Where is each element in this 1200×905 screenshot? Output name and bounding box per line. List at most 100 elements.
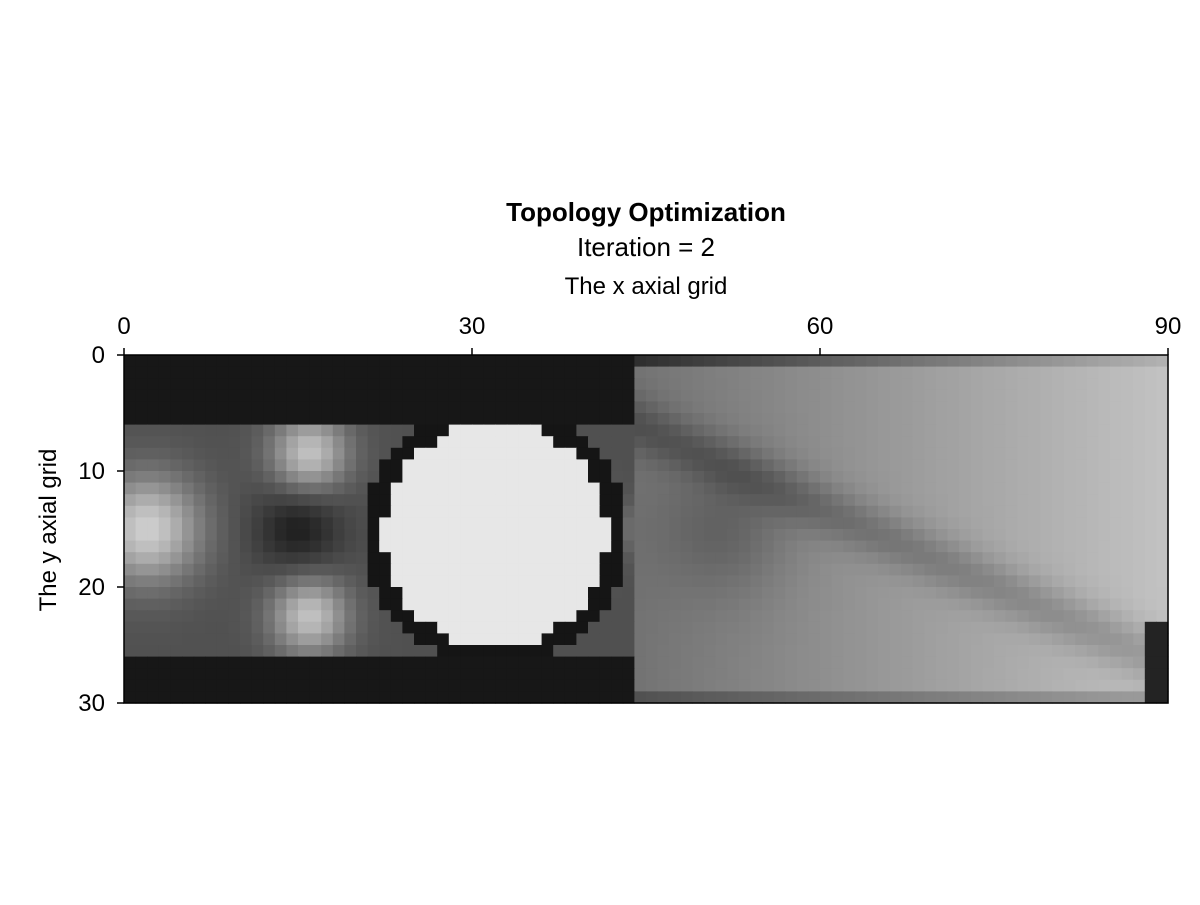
heatmap-cell [982,610,995,623]
heatmap-cell [251,679,264,692]
heatmap-cell [820,610,833,623]
heatmap-cell [924,563,937,576]
heatmap-cell [298,540,311,553]
heatmap-cell [1005,540,1018,553]
heatmap-cell [158,691,171,704]
heatmap-cell [611,621,624,634]
heatmap-cell [657,598,670,611]
heatmap-cell [588,679,601,692]
heatmap-cell [622,563,635,576]
heatmap-cell [750,633,763,646]
heatmap-cell [1086,656,1099,669]
heatmap-cell [332,459,345,472]
heatmap-cell [994,552,1007,565]
heatmap-cell [251,413,264,426]
heatmap-cell [460,471,473,484]
heatmap-cell [1144,645,1157,658]
heatmap-cell [448,633,461,646]
heatmap-cell [124,482,137,495]
heatmap-cell [564,436,577,449]
heatmap-cell [1005,378,1018,391]
heatmap-cell [228,366,241,379]
heatmap-cell [495,447,508,460]
heatmap-cell [889,505,902,518]
heatmap-cell [274,494,287,507]
heatmap-cell [796,482,809,495]
heatmap-cell [970,424,983,437]
heatmap-cell [1028,587,1041,600]
heatmap-cell [1017,563,1030,576]
heatmap-cell [460,668,473,681]
heatmap-cell [912,505,925,518]
heatmap-cell [854,459,867,472]
heatmap-cell [274,366,287,379]
heatmap-cell [704,424,717,437]
heatmap-cell [286,552,299,565]
heatmap-cell [309,679,322,692]
heatmap-cell [820,505,833,518]
heatmap-cell [437,633,450,646]
heatmap-cell [1028,424,1041,437]
heatmap-cell [924,378,937,391]
heatmap-cell [251,494,264,507]
heatmap-cell [831,679,844,692]
heatmap-cell [1063,447,1076,460]
heatmap-cell [182,355,195,368]
heatmap-cell [124,401,137,414]
heatmap-cell [414,598,427,611]
heatmap-cell [1110,378,1123,391]
heatmap-cell [298,552,311,565]
heatmap-cell [1121,471,1134,484]
heatmap-cell [901,459,914,472]
heatmap-cell [576,668,589,681]
heatmap-cell [170,413,183,426]
heatmap-cell [506,563,519,576]
heatmap-cell [483,471,496,484]
heatmap-cell [901,645,914,658]
heatmap-cell [785,679,798,692]
heatmap-cell [414,436,427,449]
heatmap-cell [530,436,543,449]
heatmap-cell [669,679,682,692]
heatmap-cell [286,563,299,576]
heatmap-cell [588,633,601,646]
heatmap-cell [866,610,879,623]
heatmap-cell [182,366,195,379]
heatmap-cell [286,355,299,368]
heatmap-cell [588,656,601,669]
heatmap-cell [982,633,995,646]
heatmap-cell [263,668,276,681]
heatmap-cell [460,656,473,669]
heatmap-cell [356,610,369,623]
heatmap-cell [240,552,253,565]
heatmap-cell [1098,378,1111,391]
heatmap-cell [193,424,206,437]
heatmap-cell [901,447,914,460]
heatmap-cell [344,459,357,472]
heatmap-cell [216,494,229,507]
heatmap-cell [147,494,160,507]
heatmap-cell [553,436,566,449]
heatmap-cell [309,610,322,623]
heatmap-cell [599,401,612,414]
heatmap-cell [332,575,345,588]
heatmap-cell [680,679,693,692]
heatmap-cell [588,691,601,704]
heatmap-cell [901,668,914,681]
heatmap-cell [251,378,264,391]
heatmap-cell [831,668,844,681]
heatmap-cell [541,633,554,646]
heatmap-cell [611,355,624,368]
heatmap-cell [1144,552,1157,565]
heatmap-cell [1075,436,1088,449]
heatmap-cell [889,610,902,623]
heatmap-cell [762,436,775,449]
heatmap-cell [425,563,438,576]
heatmap-cell [425,598,438,611]
heatmap-cell [472,679,485,692]
heatmap-cell [762,540,775,553]
heatmap-cell [541,563,554,576]
heatmap-cell [669,563,682,576]
heatmap-cell [854,668,867,681]
heatmap-cell [495,621,508,634]
